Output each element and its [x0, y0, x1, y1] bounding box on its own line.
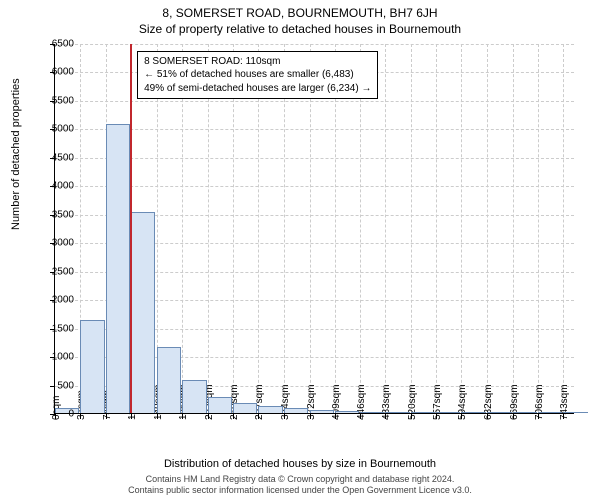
bar: [360, 412, 384, 413]
gridline-v: [233, 44, 234, 413]
bar: [563, 412, 587, 413]
gridline-v: [208, 44, 209, 413]
gridline-h: [55, 129, 574, 130]
xtick-label: 743sqm: [559, 384, 570, 420]
y-axis-label: Number of detached properties: [10, 78, 22, 230]
bar: [208, 397, 232, 413]
ytick-label: 4000: [44, 181, 74, 192]
xtick-label: 409sqm: [331, 384, 342, 420]
gridline-v: [258, 44, 259, 413]
gridline-v: [182, 44, 183, 413]
gridline-h: [55, 158, 574, 159]
bar: [513, 412, 537, 413]
bar: [258, 406, 282, 413]
bar: [80, 320, 104, 413]
x-axis-label: Distribution of detached houses by size …: [0, 458, 600, 470]
page-subtitle: Size of property relative to detached ho…: [0, 22, 600, 36]
footer-line-2: Contains public sector information licen…: [0, 485, 600, 496]
gridline-h: [55, 186, 574, 187]
bar: [284, 408, 308, 413]
annotation-line: 49% of semi-detached houses are larger (…: [144, 82, 371, 96]
xtick-label: 669sqm: [509, 384, 520, 420]
ytick-label: 1000: [44, 352, 74, 363]
xtick-label: 520sqm: [407, 384, 418, 420]
xtick-label: 557sqm: [432, 384, 443, 420]
ytick-label: 6000: [44, 67, 74, 78]
gridline-v: [461, 44, 462, 413]
bar: [131, 212, 155, 414]
xtick-label: 632sqm: [483, 384, 494, 420]
footer: Contains HM Land Registry data © Crown c…: [0, 474, 600, 497]
gridline-v: [513, 44, 514, 413]
bar: [335, 411, 359, 413]
gridline-v: [335, 44, 336, 413]
bar: [461, 412, 485, 413]
gridline-v: [360, 44, 361, 413]
gridline-v: [411, 44, 412, 413]
ytick-label: 3000: [44, 238, 74, 249]
annotation-line: ← 51% of detached houses are smaller (6,…: [144, 68, 371, 82]
ytick-label: 4500: [44, 152, 74, 163]
gridline-v: [436, 44, 437, 413]
xtick-label: 446sqm: [356, 384, 367, 420]
gridline-v: [487, 44, 488, 413]
bar: [487, 412, 511, 413]
ytick-label: 2500: [44, 266, 74, 277]
ytick-label: 1500: [44, 323, 74, 334]
ytick-label: 0: [44, 409, 74, 420]
plot-area: 0sqm37sqm74sqm111sqm149sqm186sqm223sqm26…: [54, 44, 574, 414]
gridline-v: [385, 44, 386, 413]
ytick-label: 5000: [44, 124, 74, 135]
bar: [233, 403, 257, 413]
bar: [385, 412, 409, 413]
annotation-box: 8 SOMERSET ROAD: 110sqm← 51% of detached…: [137, 51, 378, 100]
annotation-line: 8 SOMERSET ROAD: 110sqm: [144, 55, 371, 69]
xtick-label: 372sqm: [306, 384, 317, 420]
bar: [310, 410, 334, 413]
xtick-label: 594sqm: [457, 384, 468, 420]
bar: [538, 412, 562, 413]
gridline-v: [310, 44, 311, 413]
xtick-label: 706sqm: [534, 384, 545, 420]
ytick-label: 5500: [44, 95, 74, 106]
ytick-label: 6500: [44, 39, 74, 50]
marker-line: [130, 44, 132, 413]
bar: [106, 124, 130, 413]
footer-line-1: Contains HM Land Registry data © Crown c…: [0, 474, 600, 485]
ytick-label: 3500: [44, 209, 74, 220]
ytick-label: 2000: [44, 295, 74, 306]
xtick-label: 334sqm: [280, 384, 291, 420]
xtick-label: 483sqm: [381, 384, 392, 420]
bar: [411, 412, 435, 413]
bar: [436, 412, 460, 413]
gridline-v: [563, 44, 564, 413]
header: 8, SOMERSET ROAD, BOURNEMOUTH, BH7 6JH S…: [0, 0, 600, 36]
gridline-h: [55, 44, 574, 45]
page-address: 8, SOMERSET ROAD, BOURNEMOUTH, BH7 6JH: [0, 6, 600, 20]
chart-area: 0sqm37sqm74sqm111sqm149sqm186sqm223sqm26…: [54, 44, 574, 414]
bar: [182, 380, 206, 413]
ytick-label: 500: [44, 380, 74, 391]
gridline-v: [284, 44, 285, 413]
bar: [157, 347, 181, 413]
gridline-v: [538, 44, 539, 413]
gridline-h: [55, 101, 574, 102]
